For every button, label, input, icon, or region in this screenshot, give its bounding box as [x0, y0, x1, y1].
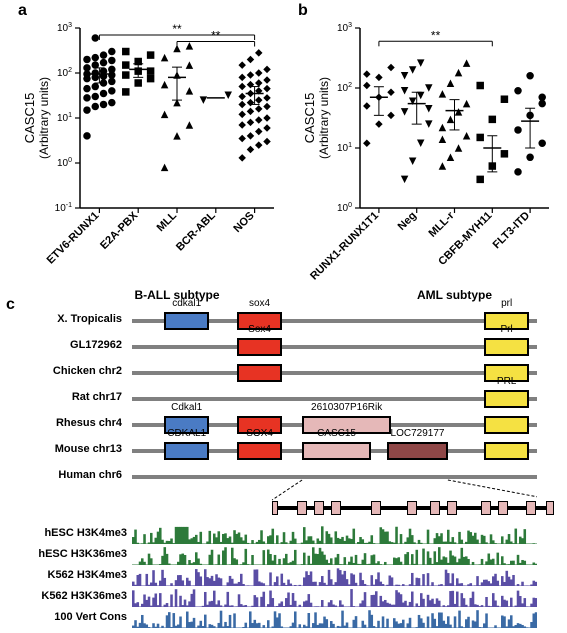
transcript-exon	[526, 501, 536, 515]
svg-text:103: 103	[337, 22, 352, 34]
svg-text:NOS: NOS	[231, 210, 256, 235]
synteny-track	[132, 371, 537, 375]
epitrack-label: hESC H3K4me3	[12, 527, 132, 539]
synteny-row: X. Tropicaliscdkal1sox4prl	[12, 310, 555, 332]
epigenetic-tracks: hESC H3K4me3 hESC H3K36me3 K562 H3K4me3 K56…	[12, 524, 537, 629]
species-label: X. Tropicalis	[12, 313, 128, 325]
epitrack-plot	[132, 545, 537, 565]
epitrack-plot	[132, 587, 537, 607]
synteny-row: Rhesus chr4Cdkal12610307P16Rik	[12, 414, 555, 436]
transcript-exon	[498, 501, 508, 515]
transcript-exon	[272, 501, 278, 515]
svg-text:101: 101	[337, 142, 352, 154]
gene-label: 2610307P16Rik	[311, 402, 382, 413]
epitrack-row: K562 H3K36me3	[12, 587, 537, 607]
svg-text:102: 102	[337, 82, 352, 94]
epitrack-label: K562 H3K4me3	[12, 569, 132, 581]
epitrack-row: hESC H3K4me3	[12, 524, 537, 544]
epitrack-label: K562 H3K36me3	[12, 590, 132, 602]
svg-text:CASC15: CASC15	[302, 93, 317, 144]
synteny-track	[132, 345, 537, 349]
species-label: Mouse chr13	[12, 443, 128, 455]
svg-text:(Arbitrary units): (Arbitrary units)	[37, 77, 51, 159]
figure-root: a b c 10-1100101102103ETV6-RUNX1E2A-PBXM…	[0, 0, 567, 633]
transcript-exon	[331, 501, 341, 515]
gene-box-sox4	[237, 338, 282, 356]
transcript-exon	[447, 501, 457, 515]
transcript-model	[272, 498, 554, 518]
synteny-row: Chicken chr2	[12, 362, 555, 384]
svg-text:AML subtype: AML subtype	[417, 288, 492, 302]
transcript-exon	[481, 501, 491, 515]
gene-label: Prl	[501, 324, 513, 335]
svg-text:MLL-r: MLL-r	[427, 209, 458, 240]
gene-box-prl	[484, 442, 529, 460]
svg-text:BCR-ABL: BCR-ABL	[174, 209, 218, 253]
species-label: GL172962	[12, 339, 128, 351]
svg-text:E2A-PBX: E2A-PBX	[98, 209, 141, 252]
transcript-exon	[430, 501, 440, 515]
epitrack-plot	[132, 524, 537, 544]
svg-text:103: 103	[57, 22, 72, 34]
epitrack-plot	[132, 608, 537, 628]
epitrack-plot	[132, 566, 537, 586]
panel-a-scatter: 10-1 100 101 102 103 ETV6-RUNX1E2A-PBX MLLBCR-…	[20, 8, 280, 303]
gene-label: Sox4	[248, 324, 271, 335]
synteny-row: Mouse chr13CDKAL1SOX4CASC15LOC729177	[12, 440, 555, 462]
transcript-exon	[371, 501, 381, 515]
svg-text:Neg: Neg	[396, 210, 419, 233]
gene-label: PRL	[497, 376, 516, 387]
gene-box-cdkal1	[164, 312, 209, 330]
transcript-exon	[314, 501, 324, 515]
synteny-row: GL172962Sox4Prl	[12, 336, 555, 358]
species-label: Rat chr17	[12, 391, 128, 403]
panel-b-scatter: 100101102103RUNX1-RUNX1T1NegMLL-rCBFB-MY…	[300, 8, 555, 303]
epitrack-label: 100 Vert Cons	[12, 611, 132, 623]
gene-box-sox4	[237, 442, 282, 460]
gene-label: cdkal1	[172, 298, 201, 309]
gene-label: CDKAL1	[167, 428, 206, 439]
svg-text:101: 101	[57, 112, 72, 124]
svg-text:100: 100	[337, 202, 352, 214]
gene-box-prl	[484, 390, 529, 408]
gene-box-loc	[387, 442, 448, 460]
synteny-row: Rat chr17PRL	[12, 388, 555, 410]
transcript-exon	[297, 501, 307, 515]
gene-label: SOX4	[246, 428, 273, 439]
epitrack-label: hESC H3K36me3	[12, 548, 132, 560]
svg-text:100: 100	[57, 157, 72, 169]
panel-c-synteny: X. Tropicaliscdkal1sox4prlGL172962Sox4Pr…	[12, 310, 555, 492]
svg-text:(Arbitrary units): (Arbitrary units)	[317, 77, 331, 159]
gene-box-casc15	[302, 442, 371, 460]
svg-text:**: **	[211, 29, 221, 43]
epitrack-row: K562 H3K4me3	[12, 566, 537, 586]
svg-text:**: **	[172, 22, 182, 36]
svg-text:MLL: MLL	[155, 209, 180, 234]
svg-text:RUNX1-RUNX1T1: RUNX1-RUNX1T1	[308, 210, 381, 283]
gene-label: sox4	[249, 298, 270, 309]
species-label: Chicken chr2	[12, 365, 128, 377]
svg-text:CASC15: CASC15	[22, 93, 37, 144]
gene-box-prl	[484, 416, 529, 434]
gene-box-cdkal1	[164, 442, 209, 460]
svg-text:102: 102	[57, 67, 72, 79]
gene-box-sox4	[237, 364, 282, 382]
species-label: Rhesus chr4	[12, 417, 128, 429]
svg-text:10-1: 10-1	[55, 202, 72, 214]
svg-text:ETV6-RUNX1: ETV6-RUNX1	[45, 210, 102, 267]
epitrack-row: 100 Vert Cons	[12, 608, 537, 628]
synteny-track	[132, 397, 537, 401]
gene-label: LOC729177	[391, 428, 445, 439]
gene-box-prl	[484, 338, 529, 356]
transcript-exon	[546, 501, 554, 515]
epitrack-row: hESC H3K36me3	[12, 545, 537, 565]
gene-label: prl	[501, 298, 512, 309]
gene-label: CASC15	[317, 428, 356, 439]
gene-label: Cdkal1	[171, 402, 202, 413]
transcript-exon	[407, 501, 417, 515]
svg-text:**: **	[431, 28, 441, 42]
svg-text:FLT3-ITD: FLT3-ITD	[491, 210, 533, 252]
